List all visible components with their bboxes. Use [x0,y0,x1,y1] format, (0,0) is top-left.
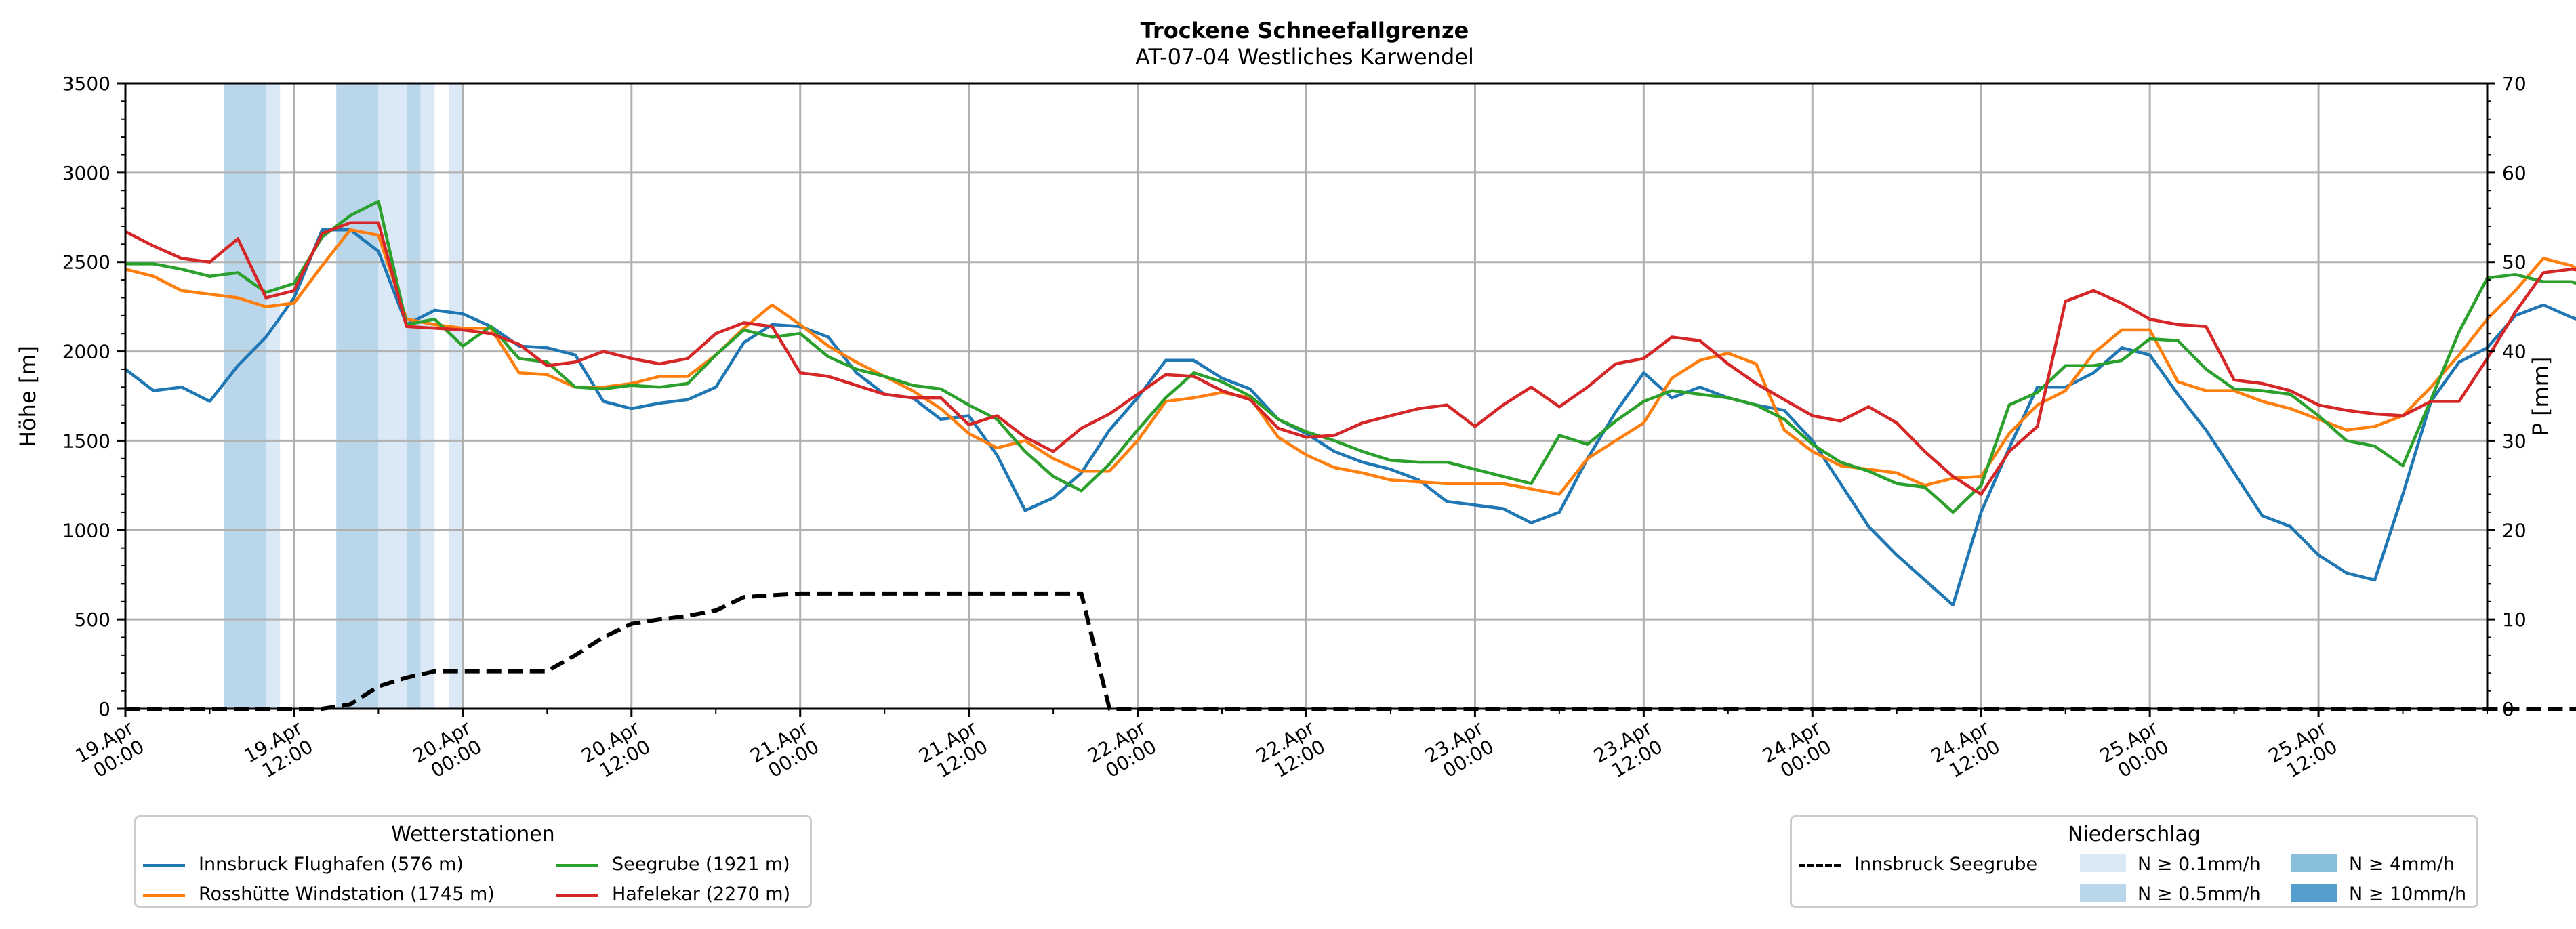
y2-tick-label: 10 [2502,608,2527,631]
stations-legend: Wetterstationen Innsbruck Flughafen (576… [134,815,812,908]
y-tick-label: 1000 [62,519,110,541]
y-tick-label: 3000 [62,162,110,184]
precip-band [378,83,407,709]
chart-subtitle: AT-07-04 Westliches Karwendel [1135,44,1474,70]
x-tick-label: 23.Apr00:00 [1421,716,1498,786]
legend-label: N ≥ 0.1mm/h [2138,854,2261,875]
legend-label: Innsbruck Flughafen (576 m) [199,854,464,875]
x-tick-label: 25.Apr00:00 [2096,716,2173,786]
x-tick-label: 21.Apr00:00 [746,716,823,786]
chart-title: Trockene Schneefallgrenze [1141,18,1469,43]
y2-tick-label: 0 [2502,698,2514,720]
legend-swatch [556,894,598,897]
legend-swatch [556,864,598,867]
y-tick-label: 2000 [62,341,110,363]
legend-swatch [1799,864,1841,867]
precip-band [336,83,379,709]
series-line-2 [125,199,2576,514]
y-tick-label: 500 [75,608,110,631]
legend-label: N ≥ 10mm/h [2349,884,2467,905]
series-line-0 [124,228,2576,607]
legend-swatch [2080,854,2126,872]
y-tick-label: 3500 [62,73,110,95]
legend-swatch [143,894,185,897]
precip-legend-title: Niederschlag [2068,823,2201,846]
y2-axis-ticks: 0 10 20 30 40 50 60 70 [2487,73,2527,720]
legend-swatch [2080,884,2126,902]
y2-tick-label: 20 [2502,519,2527,541]
x-tick-label: 21.Apr12:00 [915,716,991,786]
y2-tick-label: 60 [2502,162,2527,184]
x-tick-label: 19.Apr00:00 [71,716,148,786]
legend-label: Seegrube (1921 m) [612,854,790,875]
y-tick-label: 2500 [62,251,110,274]
y-axis-label: Höhe [m] [15,346,41,447]
x-axis-ticks: 19.Apr00:00 19.Apr12:00 20.Apr00:00 20.Apr1… [71,709,2488,786]
series-line-4 [125,591,2576,711]
y-tick-label: 1500 [62,430,110,452]
x-tick-label: 19.Apr12:00 [240,716,316,786]
y2-tick-label: 30 [2502,430,2527,452]
precip-band [406,83,421,709]
precip-band [420,83,435,709]
y-tick-label: 0 [98,698,110,720]
x-tick-label: 20.Apr12:00 [577,716,654,786]
x-tick-label: 22.Apr12:00 [1252,716,1329,786]
y2-tick-label: 70 [2502,73,2527,95]
legend-label: Innsbruck Seegrube [1854,854,2038,875]
precip-legend: Niederschlag Innsbruck Seegrube N ≥ 0.1m… [1790,815,2478,908]
legend-swatch [143,864,185,867]
legend-label: N ≥ 4mm/h [2349,854,2455,875]
snowfall-chart: Trockene Schneefallgrenze AT-07-04 Westl… [15,18,2576,786]
grid-lines [124,82,2487,710]
y2-tick-label: 50 [2502,251,2527,274]
legend-label: Rosshütte Windstation (1745 m) [199,884,495,905]
y2-axis-label: P [mm] [2528,357,2554,436]
x-tick-label: 22.Apr00:00 [1084,716,1160,786]
x-tick-label: 25.Apr12:00 [2265,716,2342,786]
stations-legend-title: Wetterstationen [391,823,555,846]
legend-label: Hafelekar (2270 m) [612,884,791,905]
x-tick-label: 24.Apr00:00 [1759,716,1835,786]
x-tick-label: 24.Apr12:00 [1927,716,2004,786]
series-lines [124,199,2576,711]
series-line-3 [124,221,2576,496]
x-tick-label: 23.Apr12:00 [1590,716,1667,786]
precip-band [449,83,463,709]
legend-label: N ≥ 0.5mm/h [2138,884,2261,905]
legend-swatch [2291,854,2337,872]
x-tick-label: 20.Apr00:00 [409,716,485,786]
y-axis-ticks: 0 500 1000 1500 2000 2500 3000 3500 [62,73,125,720]
precip-band [224,83,266,709]
precip-bands [224,83,463,709]
legend-swatch [2291,884,2337,902]
precip-band [266,83,281,709]
y2-tick-label: 40 [2502,341,2527,363]
series-line-1 [125,228,2576,496]
